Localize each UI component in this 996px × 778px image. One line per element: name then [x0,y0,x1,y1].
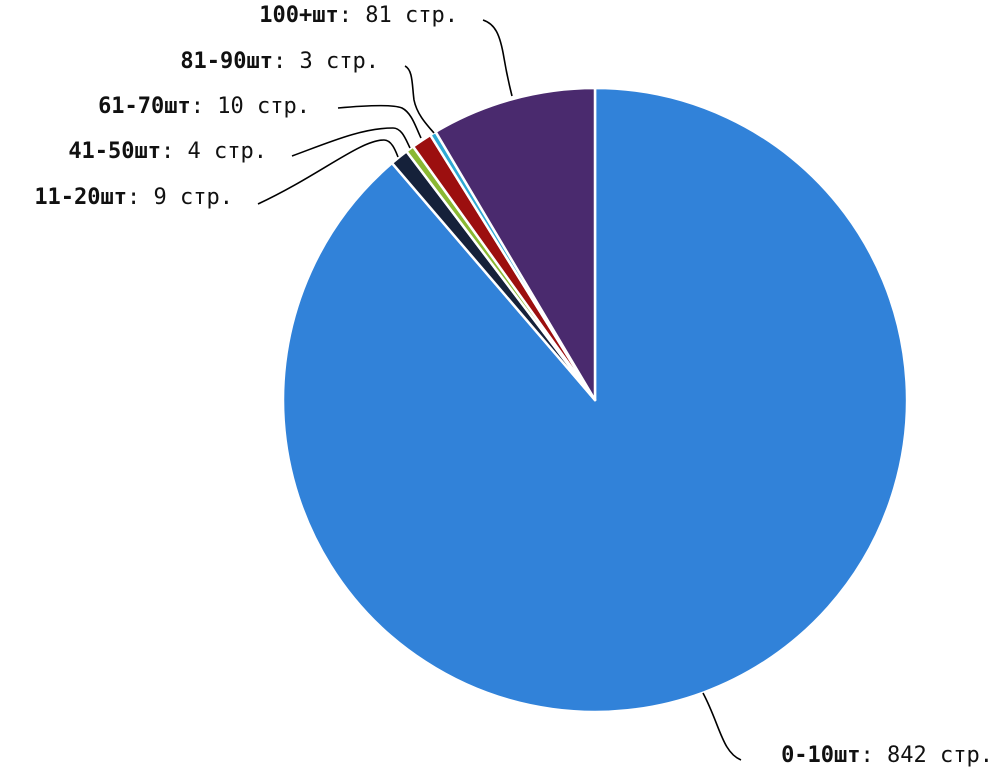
slice-label-name: 0-10шт [781,743,860,768]
slice-label-value: : 4 стр. [161,139,267,164]
slice-label-61-70шт: 61-70шт: 10 стр. [98,94,310,119]
leader-line-41-50шт [291,127,411,157]
slice-label-0-10шт: 0-10шт: 842 стр. [781,743,993,768]
slice-label-name: 41-50шт [68,139,161,164]
leader-lines [257,19,742,761]
pie-slice-100+шт [434,86,597,402]
leader-line-81-90шт [404,65,435,134]
slice-label-name: 81-90шт [180,49,273,74]
slice-label-value: : 9 стр. [127,185,233,210]
slice-label-100+шт: 100+шт: 81 стр. [259,3,458,28]
slice-label-11-20шт: 11-20шт: 9 стр. [34,185,233,210]
leader-line-61-70шт [337,104,422,139]
slice-label-name: 11-20шт [34,185,127,210]
slice-label-41-50шт: 41-50шт: 4 стр. [68,139,267,164]
slice-label-value: : 842 стр. [861,743,993,768]
slice-label-81-90шт: 81-90шт: 3 стр. [180,49,379,74]
leader-line-100+шт [482,19,513,97]
slice-labels: 0-10шт: 842 стр.11-20шт: 9 стр.41-50шт: … [34,3,993,768]
leader-line-11-20шт [257,139,399,205]
slice-label-value: : 81 стр. [339,3,458,28]
slice-label-value: : 10 стр. [191,94,310,119]
leader-line-0-10шт [702,692,742,761]
pie-slices [281,86,909,714]
slice-label-value: : 3 стр. [273,49,379,74]
slice-label-name: 100+шт [259,3,338,28]
slice-label-name: 61-70шт [98,94,191,119]
